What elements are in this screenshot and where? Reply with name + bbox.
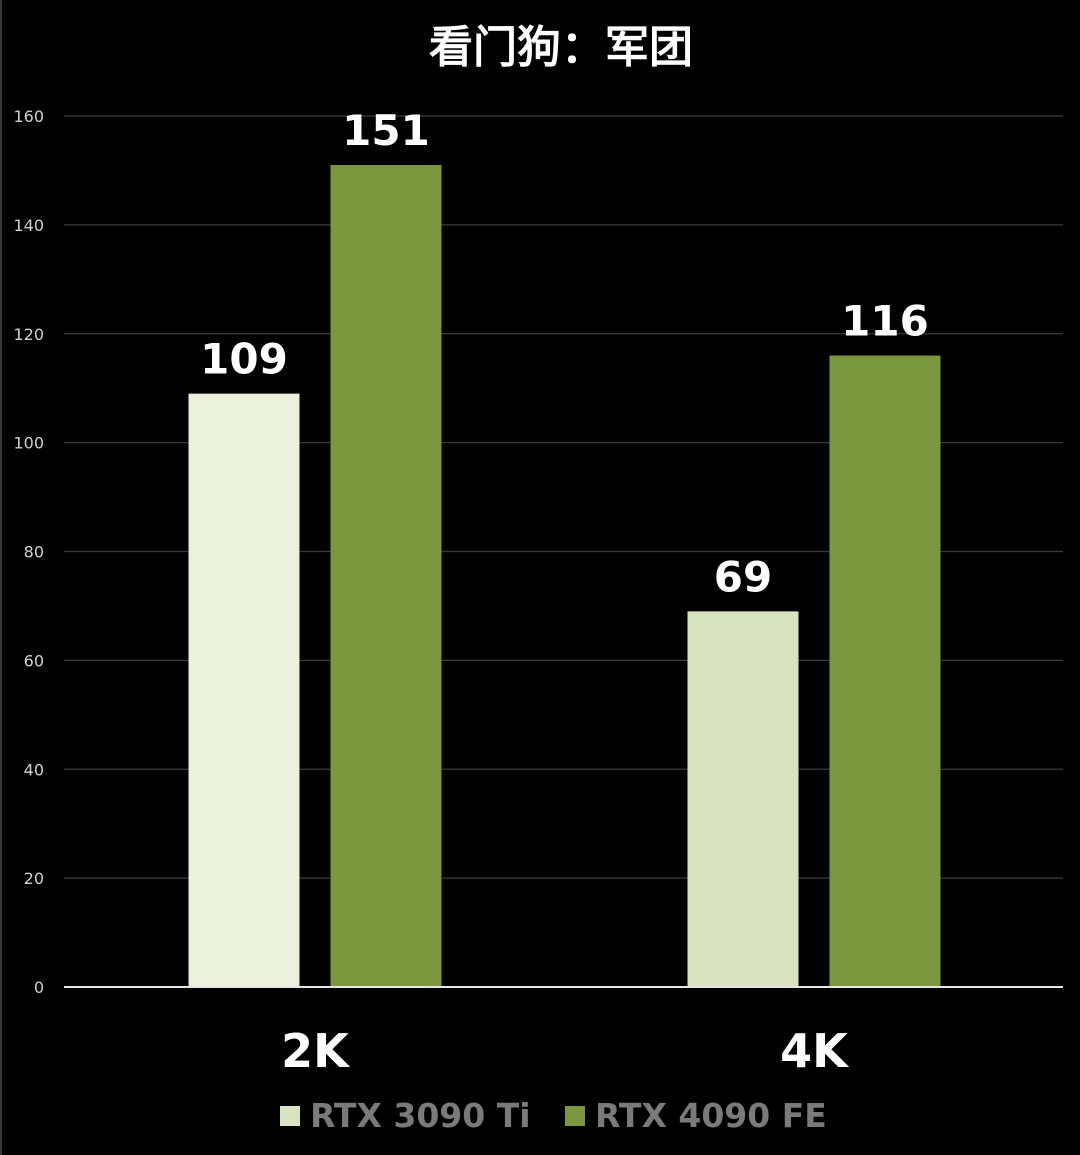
legend-label: RTX 4090 FE	[595, 1096, 827, 1135]
y-tick-label: 80	[24, 543, 44, 562]
legend-label: RTX 3090 Ti	[310, 1096, 531, 1135]
left-border	[0, 0, 2, 1155]
data-label: 116	[841, 297, 929, 346]
chart-title: 看门狗：军团	[429, 22, 693, 73]
y-tick-label: 0	[34, 978, 44, 997]
x-category-label: 4K	[780, 1024, 850, 1078]
data-label: 109	[200, 335, 288, 384]
y-tick-label: 160	[13, 107, 44, 126]
legend: RTX 3090 Ti RTX 4090 FE	[280, 1096, 827, 1135]
y-tick-label: 140	[13, 216, 44, 235]
y-tick-label: 20	[24, 869, 44, 888]
data-label: 69	[714, 552, 772, 601]
x-category-label: 2K	[281, 1024, 351, 1078]
data-label: 151	[342, 106, 430, 155]
legend-item: RTX 4090 FE	[565, 1096, 827, 1135]
bar-2k-series-2	[330, 164, 442, 987]
bar-4k-series-1	[687, 611, 799, 987]
legend-swatch	[565, 1106, 585, 1126]
y-tick-label: 60	[24, 651, 44, 670]
legend-swatch	[280, 1106, 300, 1126]
bars	[188, 164, 941, 988]
y-axis-ticks: 0 20 40 60 80 100 120 140 160	[13, 107, 44, 997]
y-tick-label: 100	[13, 434, 44, 453]
data-labels: 109 69 151 116	[200, 106, 929, 601]
y-tick-label: 120	[13, 325, 44, 344]
legend-item: RTX 3090 Ti	[280, 1096, 531, 1135]
x-axis-categories: 2K 4K	[281, 1024, 850, 1078]
bar-4k-series-2	[829, 355, 941, 987]
y-tick-label: 40	[24, 760, 44, 779]
bar-2k-series-1	[188, 393, 300, 988]
